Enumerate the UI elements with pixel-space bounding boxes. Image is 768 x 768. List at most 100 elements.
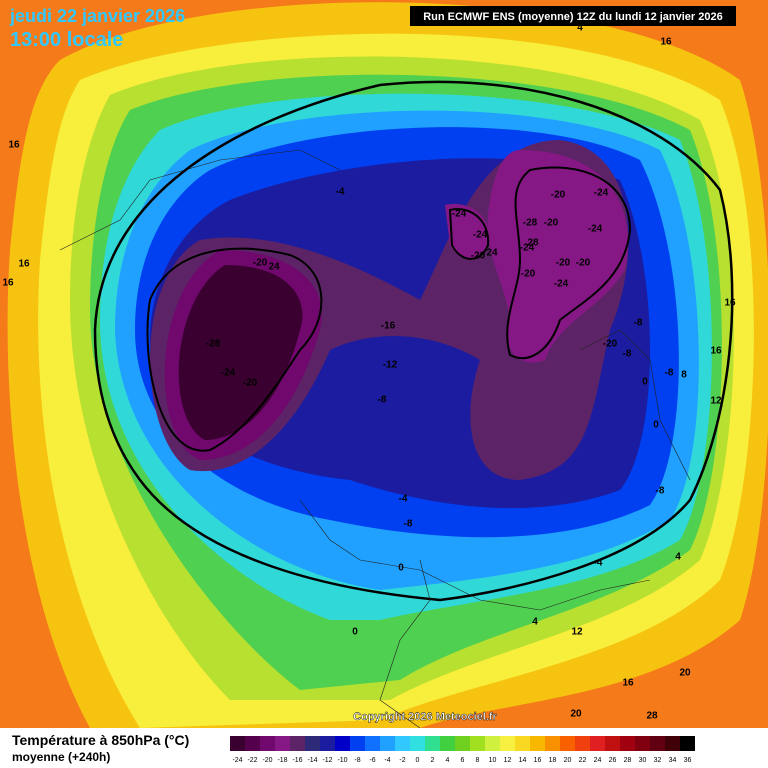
contour-label: -24	[588, 224, 603, 235]
contour-label: 16	[18, 259, 30, 270]
contour-label: -20	[556, 258, 571, 269]
contour-label: 16	[8, 140, 20, 151]
colorbar-label: 10	[489, 757, 497, 764]
colorbar-swatch	[650, 736, 665, 751]
contour-label: 0	[352, 627, 358, 638]
colorbar-swatch	[410, 736, 425, 751]
colorbar-swatch	[485, 736, 500, 751]
colorbar-swatch	[395, 736, 410, 751]
contour-label: 16	[2, 278, 14, 289]
contours	[93, 80, 734, 602]
contour-label: -8	[656, 486, 665, 497]
colorbar-label: -14	[307, 757, 317, 764]
colorbar-swatch	[605, 736, 620, 751]
time: 13:00 locale	[10, 29, 123, 51]
contour-label: 12	[710, 396, 722, 407]
colorbar-swatch	[665, 736, 680, 751]
contour-label: 16	[660, 37, 672, 48]
cold-lobe-east	[487, 150, 629, 363]
contour-label: 0	[398, 563, 404, 574]
colorbar-swatch	[335, 736, 350, 751]
colorbar-label: -24	[232, 757, 242, 764]
coastlines	[59, 149, 691, 729]
contour-label: 0	[642, 377, 648, 388]
legend-subtitle: moyenne (+240h)	[12, 750, 110, 764]
colorbar-label: 28	[624, 757, 632, 764]
colorbar-swatch	[500, 736, 515, 751]
colorbar-swatch	[575, 736, 590, 751]
contour-label: 24	[486, 248, 498, 259]
colorbar-label: 26	[609, 757, 617, 764]
colorbar-swatch	[260, 736, 275, 751]
colorbar-swatch	[530, 736, 545, 751]
colorbar-swatch	[425, 736, 440, 751]
contour-label: -4	[336, 187, 345, 198]
colorbar-label: 0	[416, 757, 420, 764]
run-box	[410, 6, 736, 26]
colorbar-label: 24	[594, 757, 602, 764]
colorbar-swatch	[440, 736, 455, 751]
colorbar-label: 30	[639, 757, 647, 764]
colorbar-swatch	[305, 736, 320, 751]
colorbar-swatch	[380, 736, 395, 751]
colorbar-label: -8	[354, 757, 360, 764]
colorbar-label: 20	[564, 757, 572, 764]
colorbar-swatch	[230, 736, 245, 751]
contour-label: -20	[576, 258, 591, 269]
colorbar-label: 16	[534, 757, 542, 764]
contour-label: -20	[521, 269, 536, 280]
colorbar-swatch	[560, 736, 575, 751]
contour-label: -8	[665, 368, 674, 379]
cold-core-west	[178, 265, 303, 440]
contour-label: 20	[679, 668, 691, 679]
contour-label: 4	[577, 23, 583, 34]
colorbar-swatch	[365, 736, 380, 751]
contour-label: -8	[378, 395, 387, 406]
colorbar-swatch	[455, 736, 470, 751]
contour-label: -8	[404, 519, 413, 530]
colorbar-label: 12	[504, 757, 512, 764]
colorbar-label: -12	[322, 757, 332, 764]
run-info: Run ECMWF ENS (moyenne) 12Z du lundi 12 …	[423, 11, 723, 23]
colorbar-swatch	[350, 736, 365, 751]
contour-label: 24	[268, 262, 280, 273]
contour-label: -20	[253, 258, 268, 269]
colorbar-swatch	[275, 736, 290, 751]
colorbar-swatch	[470, 736, 485, 751]
colorbar: -24 -22 -20 -18 -16 -14 -12 -10 -8 -6 -4 -2 0 2 4 6 8 10 1…	[230, 736, 695, 764]
contour-labels: -20 24-28-24-20-16-12-8-4-24-24-20 24-28 -2…	[2, 23, 736, 722]
contour-label: 16	[724, 298, 736, 309]
contour-label: 16	[710, 346, 722, 357]
contour-label: -20	[471, 251, 486, 262]
contour-label: -24	[594, 188, 609, 199]
colorbar-label: 6	[461, 757, 465, 764]
contour-label: 16	[622, 678, 634, 689]
colorbar-label: -6	[369, 757, 375, 764]
colorbar-swatch	[545, 736, 560, 751]
contour-label: -8	[623, 349, 632, 360]
contour-label: 12	[571, 627, 583, 638]
contour-label: -24	[221, 368, 236, 379]
colorbar-label: 34	[669, 757, 677, 764]
contour-label: -24	[520, 243, 535, 254]
colorbar-swatch	[320, 736, 335, 751]
colorbar-label: -2	[399, 757, 405, 764]
contour-label: -4	[594, 558, 603, 569]
colorbar-swatch	[245, 736, 260, 751]
colorbar-label: -20	[262, 757, 272, 764]
contour-label: -28	[523, 218, 538, 229]
contour-label: -20	[243, 378, 258, 389]
colorbar-label: -10	[337, 757, 347, 764]
colorbar-label: 4	[446, 757, 450, 764]
colorbar-swatch	[590, 736, 605, 751]
legend-title: Température à 850hPa (°C)	[12, 732, 189, 748]
contour-label: -24	[452, 209, 467, 220]
colorbar-label: 8	[476, 757, 480, 764]
contour-label: -24	[554, 279, 569, 290]
contour-label: 28	[646, 711, 658, 722]
colorbar-label: 22	[579, 757, 587, 764]
colorbar-label: 2	[431, 757, 435, 764]
contour-label: -4	[399, 494, 408, 505]
colorbar-label: 36	[684, 757, 692, 764]
